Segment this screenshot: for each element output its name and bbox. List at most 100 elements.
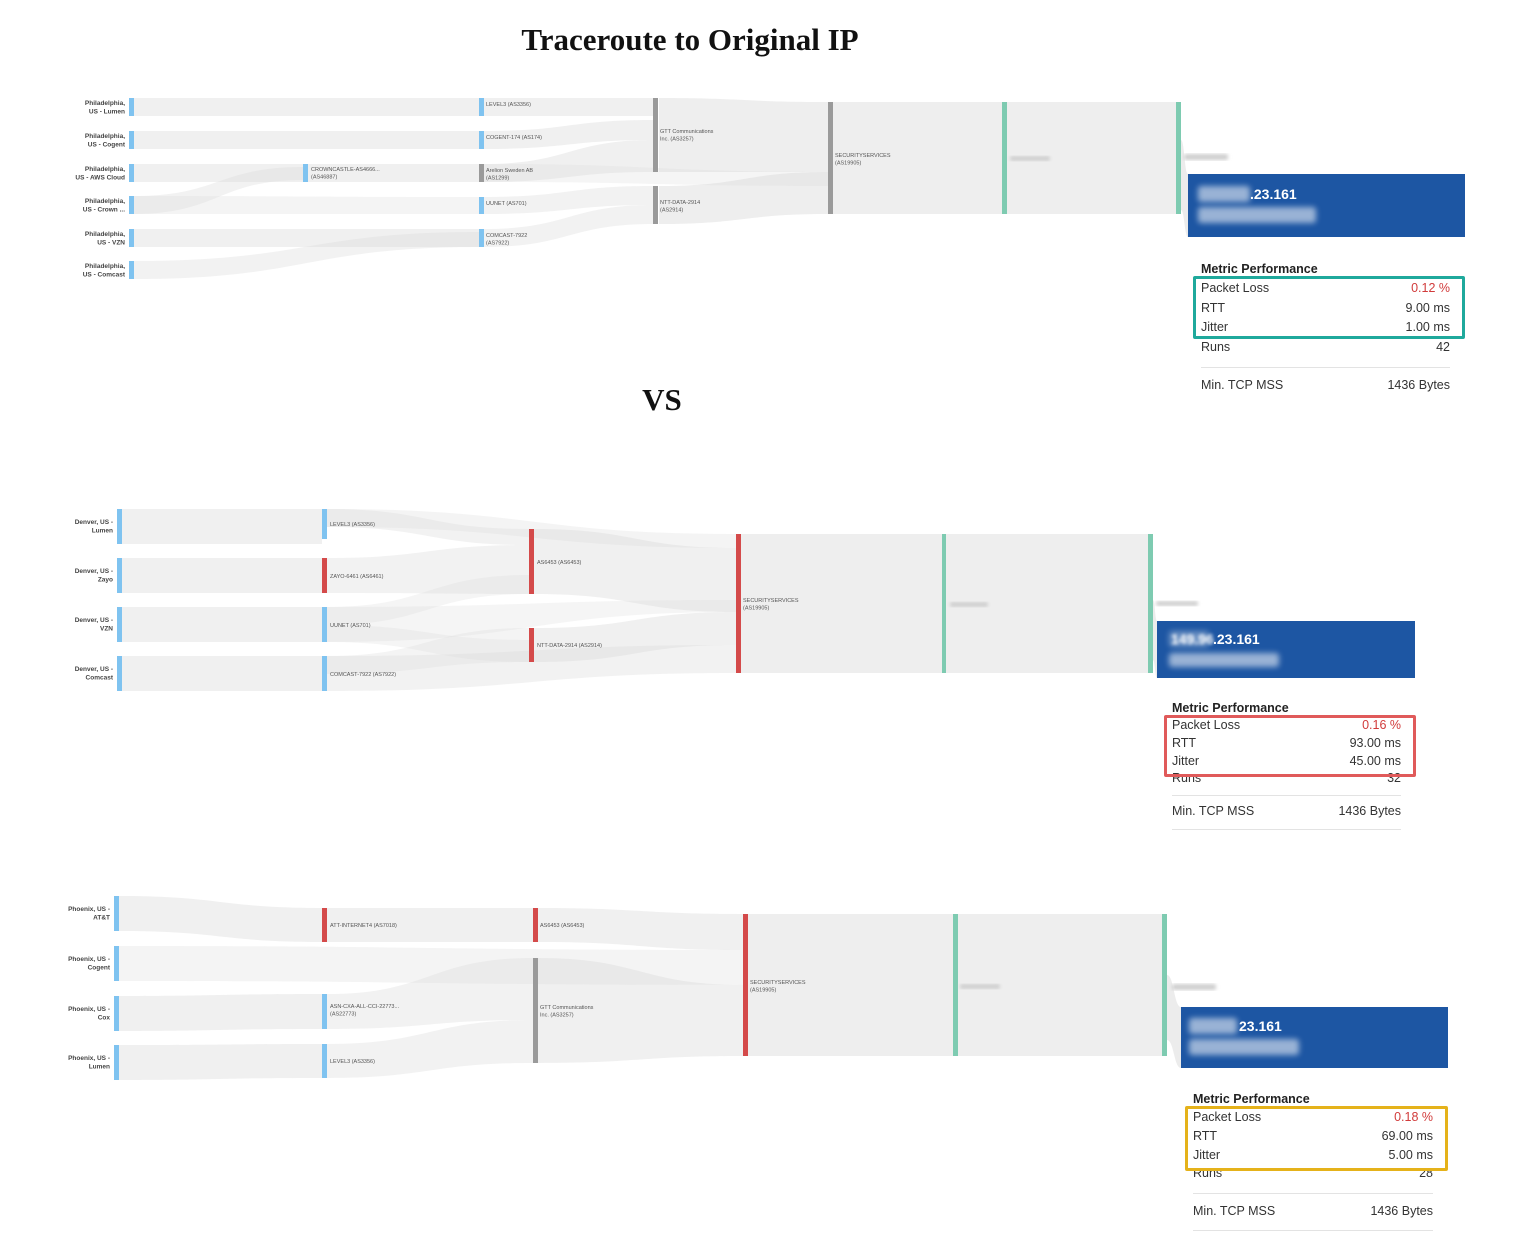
hop-node <box>736 534 741 673</box>
hop-node <box>322 607 327 642</box>
hop-label: LEVEL3 (AS3356) <box>330 1059 375 1065</box>
min-tcp-mss-value: 1436 Bytes <box>1387 378 1450 392</box>
label-line: Inc. (AS3257) <box>540 1013 574 1019</box>
label-line: GTT Communications <box>540 1005 594 1011</box>
jitter-value: 45.00 ms <box>1349 754 1401 768</box>
min-tcp-mss-value: 1436 Bytes <box>1338 804 1401 818</box>
source-node <box>117 558 122 593</box>
label-line: AS6453 (AS6453) <box>540 923 585 929</box>
hop-label: NTT-DATA-2914 (AS2914) <box>537 643 602 649</box>
label-line: COMCAST-7922 (AS7922) <box>330 672 396 678</box>
hop-node <box>1176 102 1181 214</box>
jitter-label: Jitter <box>1201 320 1229 334</box>
label-line: Phoenix, US - <box>68 906 110 913</box>
hop-node <box>533 908 538 942</box>
label-line: Zayo <box>98 577 113 584</box>
flow-link <box>1167 975 1181 1068</box>
flow-link <box>327 545 529 594</box>
source-node <box>117 656 122 691</box>
label-line: ATT-INTERNET4 (AS7018) <box>330 923 397 929</box>
flow-link <box>327 908 533 942</box>
hop-node <box>322 558 327 593</box>
min-tcp-mss-label: Min. TCP MSS <box>1172 804 1255 818</box>
packet-loss-value: 0.18 % <box>1394 1110 1433 1124</box>
flow-link <box>327 509 736 548</box>
label-line: Phoenix, US - <box>68 1006 110 1013</box>
runs-label: Runs <box>1201 339 1231 354</box>
flow-link <box>659 172 828 224</box>
hop-node <box>479 131 484 149</box>
hop-label: UUNET (AS701) <box>486 201 527 207</box>
label-line: US - VZN <box>97 240 125 247</box>
label-line: (AS2914) <box>660 208 683 214</box>
highlight-box-teal <box>1193 276 1465 339</box>
source-label: Phoenix, US - Cogent <box>68 956 111 972</box>
label-line: COGENT-174 (AS174) <box>486 135 542 141</box>
label-line: Philadelphia, <box>85 231 125 238</box>
label-line: COMCAST-7922 <box>486 233 527 239</box>
flow-link <box>134 232 480 279</box>
destination-node-2[interactable]: 149.96 .23.161 <box>1157 621 1415 678</box>
redacted-text <box>960 984 1000 989</box>
flow-link <box>119 994 322 1031</box>
hop-label: ASN-CXA-ALL-CCI-22773... (AS22773) <box>330 1004 400 1018</box>
source-label: Philadelphia, US - Comcast <box>83 263 126 279</box>
flow-link <box>122 607 322 642</box>
label-line: Denver, US - <box>75 666 113 673</box>
jitter-label: Jitter <box>1172 754 1200 768</box>
hop-label: COGENT-174 (AS174) <box>486 135 542 141</box>
flow-link <box>134 196 480 214</box>
flow-link <box>134 164 303 182</box>
hop-node <box>479 197 484 214</box>
hop-node <box>828 102 833 214</box>
label-line: US - Crown ... <box>83 207 125 214</box>
label-line: US - Lumen <box>89 109 125 116</box>
metrics-title: Metric Performance <box>1172 701 1289 715</box>
label-line: (AS22773) <box>330 1012 356 1018</box>
flow-link <box>119 896 322 942</box>
destination-node-3[interactable]: 23.161 <box>1181 1007 1448 1068</box>
flow-link <box>946 534 1148 673</box>
flow-link <box>134 229 480 247</box>
label-line: Lumen <box>92 528 113 535</box>
destination-ip: 23.161 <box>1239 1018 1282 1034</box>
source-label: Phoenix, US - Cox <box>68 1006 110 1022</box>
flow-link <box>308 164 480 182</box>
label-line: Inc. (AS3257) <box>660 137 694 143</box>
flow-link <box>1181 140 1188 237</box>
label-line: SECURITYSERVICES <box>750 980 806 986</box>
packet-loss-value: 0.12 % <box>1411 281 1450 295</box>
flow-link <box>327 509 529 545</box>
metric-performance-panel-1: Metric Performance Packet Loss 0.12 % RTT… <box>1193 260 1465 396</box>
hop-node <box>322 994 327 1029</box>
hop-node <box>953 914 958 1056</box>
flow-link <box>122 509 322 544</box>
label-line: (AS7922) <box>486 241 509 247</box>
hop-label: NTT-DATA-2914 (AS2914) <box>660 200 700 214</box>
source-label: Philadelphia, US - Lumen <box>85 100 125 116</box>
flow-link <box>134 98 480 116</box>
source-node <box>114 996 119 1031</box>
rtt-label: RTT <box>1193 1129 1218 1143</box>
hop-node <box>743 914 748 1056</box>
source-node <box>129 164 134 182</box>
destination-ip: .23.161 <box>1250 186 1297 202</box>
redacted-text <box>1156 601 1198 606</box>
label-line: (AS19905) <box>750 988 776 994</box>
min-tcp-mss-value: 1436 Bytes <box>1370 1204 1433 1218</box>
destination-node-1[interactable]: .23.161 <box>1188 174 1465 237</box>
flow-link <box>484 205 654 247</box>
flow-link <box>748 914 953 1056</box>
label-line: Cox <box>98 1015 111 1022</box>
label-line: (AS19905) <box>835 161 861 167</box>
source-node <box>129 229 134 247</box>
label-line: (AS19905) <box>743 606 769 612</box>
label-line: ASN-CXA-ALL-CCI-22773... <box>330 1004 400 1010</box>
hop-label: ZAYO-6461 (AS6461) <box>330 574 384 580</box>
label-line: SECURITYSERVICES <box>835 153 891 159</box>
rtt-label: RTT <box>1172 736 1197 750</box>
label-line: LEVEL3 (AS3356) <box>330 1059 375 1065</box>
flow-link <box>327 958 533 1029</box>
source-node <box>129 98 134 116</box>
